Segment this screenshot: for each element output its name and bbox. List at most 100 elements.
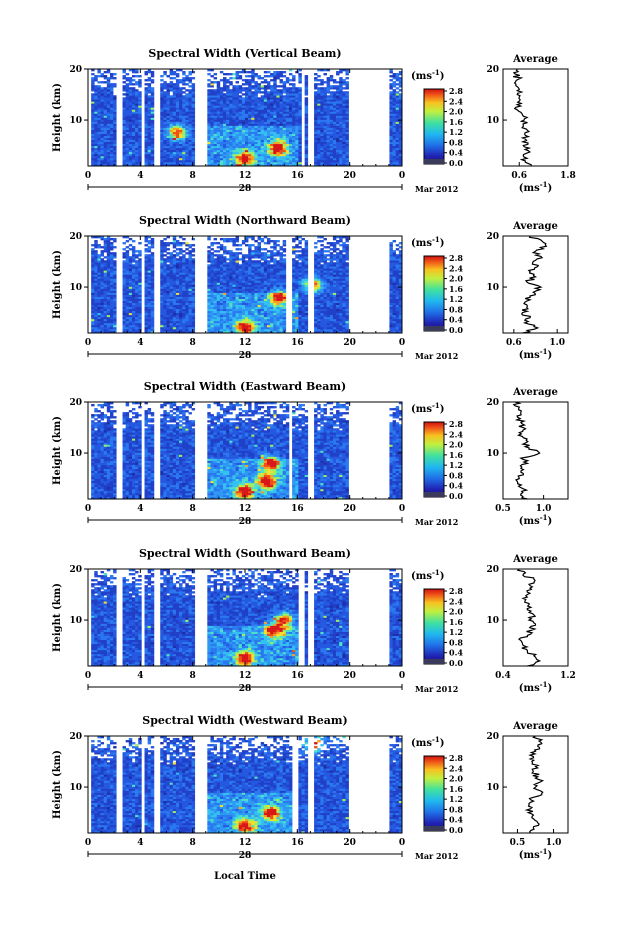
heatmap-cell [129,95,132,97]
heatmap-cell [242,103,245,105]
heatmap-cell [264,115,267,117]
heatmap-cell [298,101,301,103]
heatmap-cell [258,122,261,124]
heatmap-cell [389,148,392,150]
heatmap-cell [113,260,116,262]
heatmap-cell [298,128,301,130]
heatmap-cell [220,280,223,282]
heatmap-cell [145,309,148,311]
heatmap-cell [223,250,226,252]
heatmap-cell [248,130,251,132]
heatmap-cell [320,115,323,117]
heatmap-cell [345,93,348,95]
heatmap-cell [160,250,163,252]
heatmap-cell [179,307,182,309]
heatmap-cell [210,148,213,150]
heatmap-cell [336,120,339,122]
heatmap-cell [113,83,116,85]
heatmap-cell [339,77,342,79]
heatmap-cell [167,272,170,274]
heatmap-cell [148,138,151,140]
heatmap-cell [292,97,295,99]
heatmap-cell [138,287,141,289]
heatmap-cell [333,148,336,150]
heatmap-cell [101,150,104,152]
heatmap-cell [273,124,276,126]
heatmap-cell [145,311,148,313]
heatmap-cell [104,246,107,248]
heatmap-cell [264,144,267,146]
heatmap-cell [107,268,110,270]
heatmap-cell [97,272,100,274]
heatmap-cell [226,272,229,274]
heatmap-cell [129,113,132,115]
heatmap-cell [91,260,94,262]
heatmap-cell [101,103,104,105]
heatmap-cell [135,274,138,276]
heatmap-cell [160,303,163,305]
heatmap-cell [339,122,342,124]
heatmap-cell [214,158,217,160]
heatmap-cell [129,297,132,299]
heatmap-cell [232,309,235,311]
heatmap-cell [273,99,276,101]
heatmap-cell [223,256,226,258]
heatmap-cell [292,142,295,144]
heatmap-cell [220,325,223,327]
heatmap-cell [110,313,113,315]
heatmap-cell [170,297,173,299]
heatmap-cell [179,152,182,154]
heatmap-cell [91,99,94,101]
heatmap-cell [214,325,217,327]
heatmap-cell [314,85,317,87]
heatmap-cell [145,313,148,315]
heatmap-cell [317,109,320,111]
heatmap-cell [232,240,235,242]
heatmap-cell [289,109,292,111]
heatmap-cell [254,113,257,115]
heatmap-cell [101,301,104,303]
heatmap-cell [229,329,232,331]
heatmap-cell [91,126,94,128]
heatmap-cell [317,132,320,134]
heatmap-cell [232,73,235,75]
heatmap-cell [345,158,348,160]
heatmap-cell [148,146,151,148]
heatmap-cell [163,115,166,117]
heatmap-cell [126,152,129,154]
heatmap-cell [107,313,110,315]
heatmap-cell [138,85,141,87]
heatmap-cell [176,122,179,124]
heatmap-cell [245,91,248,93]
heatmap-cell [145,297,148,299]
heatmap-cell [123,101,126,103]
heatmap-cell [229,142,232,144]
heatmap-cell [314,79,317,81]
heatmap-cell [123,262,126,264]
heatmap-cell [220,287,223,289]
heatmap-cell [132,313,135,315]
heatmap-cell [107,136,110,138]
heatmap-cell [176,113,179,115]
heatmap-cell [239,142,242,144]
heatmap-cell [135,138,138,140]
heatmap-cell [110,85,113,87]
heatmap-cell [229,91,232,93]
heatmap-cell [188,268,191,270]
heatmap-cell [239,146,242,148]
heatmap-cell [132,148,135,150]
heatmap-cell [192,134,195,136]
heatmap-cell [280,124,283,126]
heatmap-cell [339,140,342,142]
heatmap-cell [330,158,333,160]
heatmap-cell [91,293,94,295]
heatmap-cell [292,154,295,156]
heatmap-cell [239,91,242,93]
heatmap-cell [176,254,179,256]
heatmap-cell [167,126,170,128]
heatmap-cell [345,109,348,111]
heatmap-cell [126,295,129,297]
heatmap-cell [135,99,138,101]
heatmap-cell [113,122,116,124]
heatmap-cell [226,293,229,295]
